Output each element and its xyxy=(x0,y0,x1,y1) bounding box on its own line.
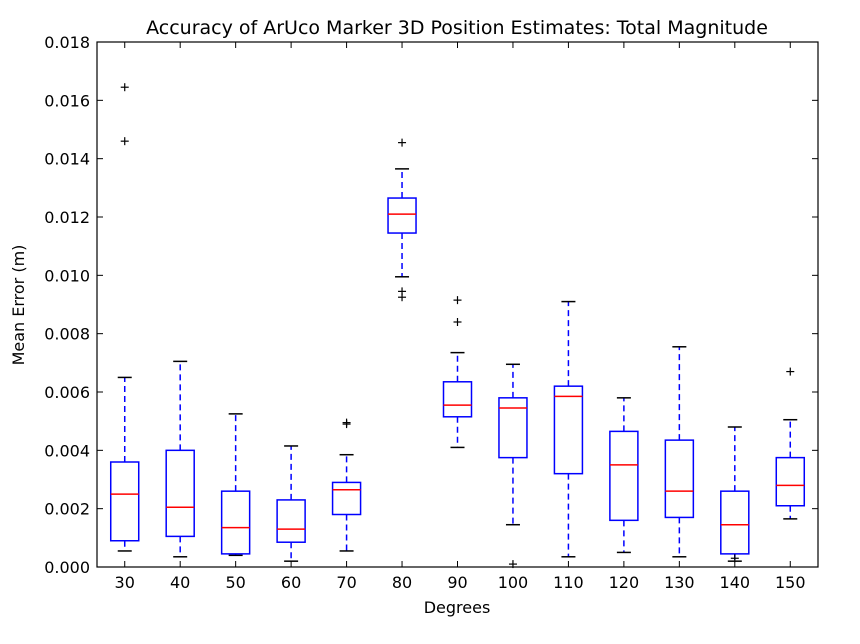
x-tick-label: 70 xyxy=(336,573,356,592)
box-150 xyxy=(775,367,806,520)
x-tick-label: 110 xyxy=(553,573,584,592)
box-120 xyxy=(609,397,639,554)
y-tick-label: 0.018 xyxy=(44,33,90,52)
y-tick-label: 0.014 xyxy=(44,150,90,169)
box-40 xyxy=(165,360,195,558)
box-100 xyxy=(498,363,528,569)
box-iqr xyxy=(276,499,306,543)
x-tick-label: 60 xyxy=(281,573,301,592)
chart-title: Accuracy of ArUco Marker 3D Position Est… xyxy=(146,17,768,39)
flier-marker xyxy=(730,554,739,563)
x-tick-label: 50 xyxy=(225,573,245,592)
y-tick-label: 0.002 xyxy=(44,500,90,519)
box-90 xyxy=(442,296,473,449)
box-iqr xyxy=(331,481,362,516)
box-iqr xyxy=(609,430,639,522)
flier-marker xyxy=(398,287,407,296)
y-tick-label: 0.012 xyxy=(44,208,90,227)
box-iqr xyxy=(165,449,195,538)
box-iqr xyxy=(442,381,473,418)
box-70 xyxy=(331,418,362,552)
x-tick-label: 140 xyxy=(720,573,751,592)
box-140 xyxy=(720,426,750,563)
box-iqr xyxy=(220,490,251,555)
box-iqr xyxy=(775,456,806,507)
x-tick-label: 40 xyxy=(170,573,190,592)
box-iqr xyxy=(387,197,417,234)
y-tick-label: 0.006 xyxy=(44,383,90,402)
flier-marker xyxy=(342,418,351,427)
plot-frame xyxy=(96,41,819,568)
x-tick-label: 150 xyxy=(775,573,806,592)
box-iqr xyxy=(664,439,695,519)
x-tick-label: 30 xyxy=(115,573,135,592)
x-tick-label: 80 xyxy=(392,573,412,592)
x-tick-label: 100 xyxy=(498,573,529,592)
y-axis-label: Mean Error (m) xyxy=(9,245,28,366)
flier-marker xyxy=(398,138,407,147)
x-axis-label: Degrees xyxy=(424,598,491,617)
plot-area xyxy=(109,83,806,569)
box-50 xyxy=(220,413,251,557)
box-60 xyxy=(276,445,306,562)
flier-marker xyxy=(786,367,795,376)
y-tick-label: 0.000 xyxy=(44,558,90,577)
flier-marker xyxy=(453,318,462,326)
flier-marker xyxy=(120,137,129,146)
axes: 0.000 0.002 0.004 0.006 0.008 0.010 0.012 0.014… xyxy=(44,33,819,592)
box-iqr xyxy=(720,490,750,555)
box-80 xyxy=(387,138,417,302)
box-iqr xyxy=(498,397,528,459)
box-110 xyxy=(553,300,584,558)
flier-marker xyxy=(453,296,462,305)
y-tick-label: 0.016 xyxy=(44,91,90,110)
box-iqr xyxy=(109,461,140,542)
x-tick-label: 120 xyxy=(609,573,640,592)
box-iqr xyxy=(553,385,584,475)
y-tick-label: 0.008 xyxy=(44,325,90,344)
x-tick-label: 90 xyxy=(447,573,467,592)
box-130 xyxy=(664,346,695,558)
x-tick-label: 130 xyxy=(664,573,695,592)
y-tick-label: 0.004 xyxy=(44,441,90,460)
box-30 xyxy=(109,83,140,552)
y-tick-label: 0.010 xyxy=(44,266,90,285)
flier-marker xyxy=(120,83,129,92)
